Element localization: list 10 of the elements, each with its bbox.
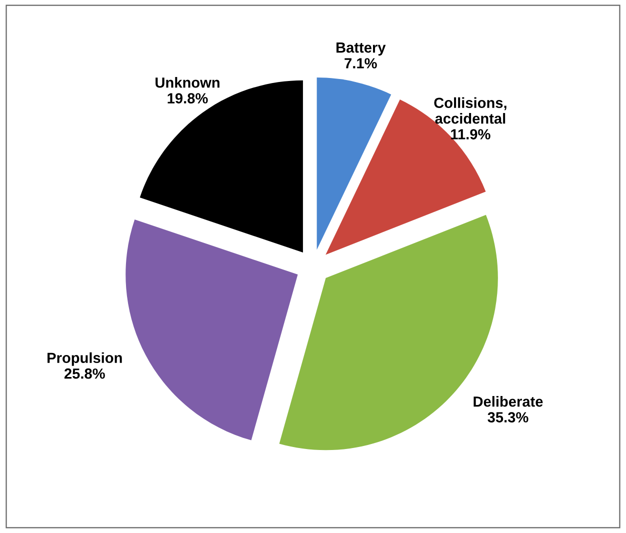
data-label: 7.1%	[344, 58, 377, 68]
slice-label: Unknown	[156, 77, 220, 88]
data-label: 35.3%	[488, 412, 528, 422]
slice-label: Battery	[336, 42, 386, 56]
data-label: 11.9%	[451, 129, 490, 140]
slice-label: Deliberate	[474, 396, 543, 407]
data-label: 19.8%	[168, 93, 208, 104]
slice-label: Collisions, accidental	[434, 97, 506, 124]
slice-label: Propulsion	[48, 352, 122, 366]
data-label: 25.8%	[64, 368, 105, 379]
